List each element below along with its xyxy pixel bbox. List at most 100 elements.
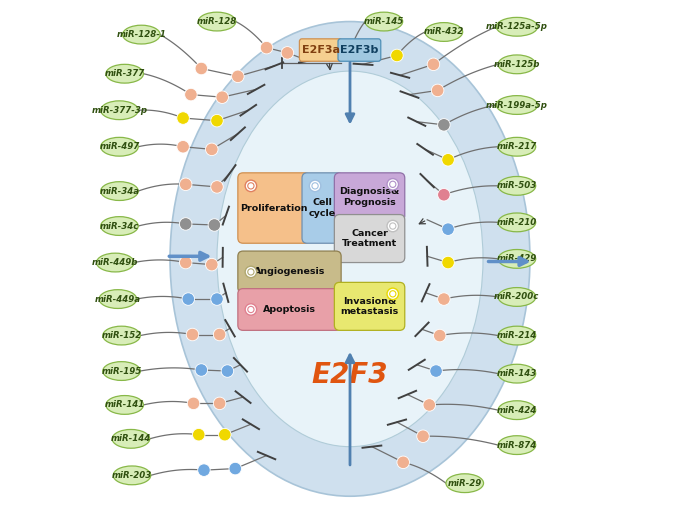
Text: miR-145: miR-145 [364,17,404,26]
Text: miR-200c: miR-200c [494,292,540,301]
Circle shape [248,183,254,189]
Circle shape [390,181,396,187]
Text: miR-128-1: miR-128-1 [116,30,167,39]
Circle shape [387,288,398,300]
Text: miR-29: miR-29 [447,479,482,487]
Circle shape [438,188,450,201]
Circle shape [214,397,226,410]
Text: miR-429: miR-429 [497,254,537,264]
Circle shape [442,154,454,166]
Circle shape [216,91,228,104]
Circle shape [193,428,205,441]
Text: miR-141: miR-141 [104,401,145,410]
Text: miR-125a-5p: miR-125a-5p [486,22,548,31]
FancyBboxPatch shape [238,173,310,243]
Text: miR-195: miR-195 [102,367,141,376]
Ellipse shape [498,176,536,195]
Ellipse shape [170,21,530,496]
Circle shape [260,41,273,54]
Circle shape [188,397,200,410]
Circle shape [245,266,257,278]
Ellipse shape [101,181,138,200]
Text: miR-432: miR-432 [424,28,464,37]
Ellipse shape [498,436,536,454]
Text: miR-497: miR-497 [99,142,139,151]
FancyBboxPatch shape [335,173,405,221]
Text: Proliferation: Proliferation [240,203,307,212]
FancyBboxPatch shape [302,173,343,243]
Circle shape [433,329,446,342]
Ellipse shape [122,25,160,44]
Ellipse shape [106,395,144,414]
Ellipse shape [498,249,536,268]
Circle shape [427,58,440,71]
Ellipse shape [101,138,138,156]
Ellipse shape [498,288,536,306]
Text: Angiogenesis: Angiogenesis [254,267,326,277]
Ellipse shape [106,64,144,83]
Circle shape [442,256,454,269]
Text: E2F3a: E2F3a [302,45,340,55]
Circle shape [390,223,396,229]
Ellipse shape [498,213,536,232]
Circle shape [221,365,234,377]
Text: Apoptosis: Apoptosis [263,305,316,314]
Ellipse shape [112,429,150,448]
Ellipse shape [446,474,484,493]
Circle shape [206,258,218,271]
Circle shape [195,62,208,75]
Ellipse shape [113,466,150,485]
Text: miR-377: miR-377 [104,69,145,78]
Circle shape [232,70,244,83]
Text: miR-214: miR-214 [497,331,537,340]
Circle shape [245,180,257,191]
Text: E2F3b: E2F3b [340,45,379,55]
Ellipse shape [496,17,538,36]
Circle shape [179,178,192,190]
Circle shape [438,119,450,131]
Text: miR-503: miR-503 [497,181,537,190]
Text: miR-152: miR-152 [102,331,141,340]
Circle shape [387,178,398,190]
Text: miR-377-3p: miR-377-3p [92,106,148,115]
Circle shape [442,223,454,235]
Text: miR-143: miR-143 [497,369,537,378]
Text: E2F3: E2F3 [312,361,388,389]
Circle shape [214,328,226,341]
Circle shape [185,88,197,101]
Ellipse shape [103,326,140,345]
Ellipse shape [217,71,483,447]
Ellipse shape [498,364,536,383]
Text: miR-199a-5p: miR-199a-5p [486,100,548,109]
Text: miR-144: miR-144 [111,434,151,444]
Text: miR-449a: miR-449a [94,294,141,303]
Circle shape [206,143,218,156]
Circle shape [177,141,189,153]
FancyBboxPatch shape [335,214,405,263]
Circle shape [312,183,318,189]
Text: Invasion&
metastasis: Invasion& metastasis [340,297,399,316]
Text: miR-217: miR-217 [497,142,537,151]
FancyBboxPatch shape [338,39,381,61]
Ellipse shape [496,96,538,115]
Circle shape [248,306,254,313]
Text: miR-874: miR-874 [497,440,537,450]
Ellipse shape [198,12,236,31]
Circle shape [177,112,189,124]
Text: miR-128: miR-128 [197,17,237,26]
Ellipse shape [425,22,463,41]
Circle shape [179,218,192,230]
Circle shape [245,304,257,315]
Circle shape [248,269,254,275]
Text: miR-125b: miR-125b [494,60,540,69]
Ellipse shape [99,290,136,309]
Text: Diagnosis&
Prognosis: Diagnosis& Prognosis [340,187,400,207]
Circle shape [423,399,435,411]
Circle shape [391,49,403,62]
FancyBboxPatch shape [238,289,341,331]
Ellipse shape [498,326,536,345]
Ellipse shape [97,253,134,272]
Text: miR-34a: miR-34a [99,187,139,196]
Circle shape [211,293,223,305]
Ellipse shape [365,12,402,31]
